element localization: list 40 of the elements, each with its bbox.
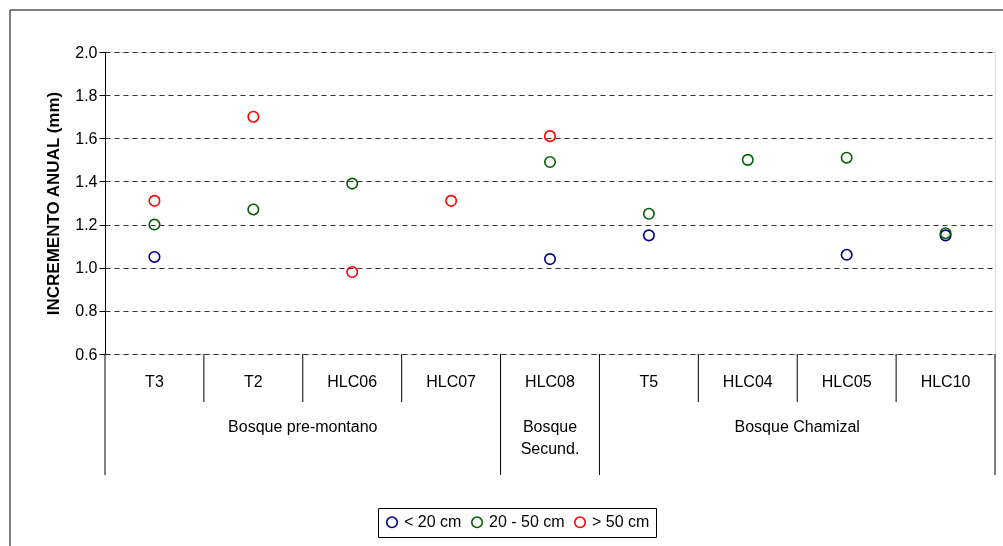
x-tick-label: HLC04 (722, 373, 773, 390)
point (840, 248, 853, 261)
legend-label: < 20 cm (404, 513, 462, 531)
legend-label: 20 - 50 cm (489, 513, 565, 531)
point (840, 151, 853, 164)
x-tick-label: T3 (145, 373, 164, 390)
point (543, 130, 557, 143)
text: Bosque pre-montano (228, 418, 378, 435)
y-tick-label: 1.8 (75, 86, 98, 104)
point (148, 218, 161, 231)
point (247, 203, 260, 216)
y-tick-label: 2.0 (75, 43, 98, 61)
point (346, 177, 359, 190)
text: Bosque Chamizal (734, 418, 860, 435)
point (741, 153, 754, 166)
point (543, 253, 557, 266)
x-tick-label: T5 (639, 373, 659, 390)
x-tick-label: HLC08 (525, 373, 575, 390)
y-tick-label: 1.0 (75, 259, 98, 277)
x-tick-label: HLC10 (920, 373, 971, 390)
point (445, 194, 458, 207)
y-tick-label: 0.6 (75, 345, 98, 363)
point (247, 110, 260, 123)
x-tick-label: HLC07 (426, 373, 477, 390)
x-tick-label: HLC05 (821, 373, 872, 390)
y-tick-label: 1.2 (75, 216, 98, 234)
point (642, 207, 655, 220)
y-tick-label: 1.6 (75, 129, 98, 147)
point (543, 155, 557, 169)
point (642, 229, 655, 242)
point (346, 265, 359, 279)
x-tick-label: T2 (244, 373, 263, 390)
y-tick-label: 1.4 (75, 172, 98, 190)
y-axis-title: INCREMENTO ANUAL (mm) (44, 91, 64, 316)
x-tick-label: HLC06 (327, 373, 378, 390)
y-tick-label: 0.8 (75, 302, 98, 320)
text: Bosque Secund. (520, 418, 580, 457)
point (148, 250, 161, 263)
point (148, 194, 161, 207)
legend-label: > 50 cm (592, 513, 650, 531)
